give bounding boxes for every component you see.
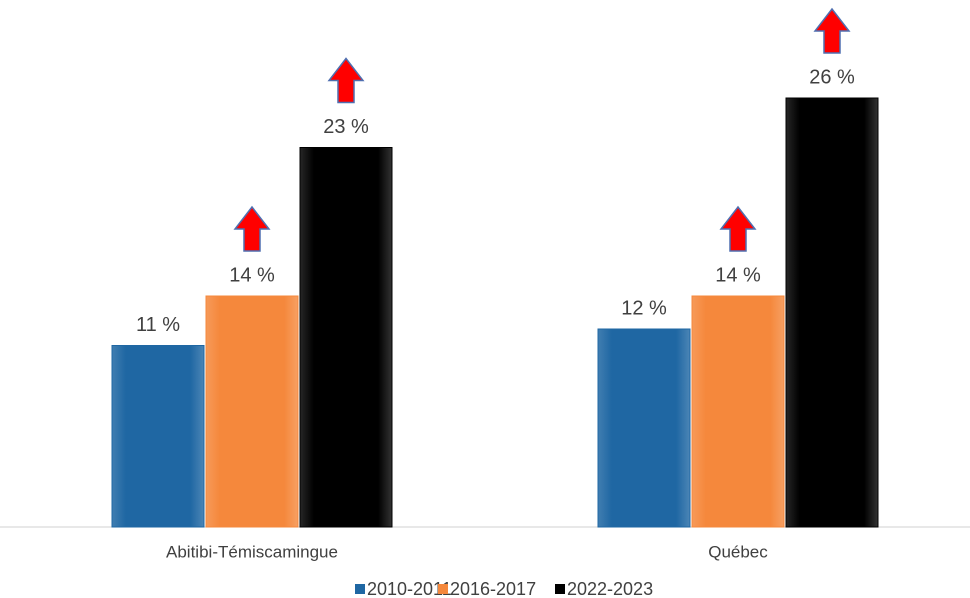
up-arrow (327, 57, 365, 104)
value-label: 23 % (323, 116, 369, 138)
legend-swatch (438, 584, 448, 594)
legend-swatch (355, 584, 365, 594)
value-label: 11 % (136, 314, 180, 336)
bar (691, 295, 785, 528)
x-tick-label: Abitibi-Témiscamingue (166, 542, 338, 561)
bar (205, 295, 299, 528)
value-label: 26 % (809, 66, 855, 88)
legend-swatch (555, 584, 565, 594)
value-label: 14 % (229, 264, 275, 286)
x-tick-label: Québec (708, 542, 768, 561)
up-arrow (233, 205, 271, 252)
legend-label: 2022-2023 (567, 579, 653, 598)
up-arrow (719, 205, 757, 252)
up-arrow (813, 7, 851, 54)
bar (785, 97, 879, 528)
value-label: 12 % (621, 297, 667, 319)
legend-label: 2010-2011 (367, 579, 452, 598)
bar (299, 147, 393, 528)
value-label: 14 % (715, 264, 761, 286)
bar (111, 345, 205, 528)
bar (597, 328, 691, 528)
legend-label: 2016-2017 (450, 579, 536, 598)
